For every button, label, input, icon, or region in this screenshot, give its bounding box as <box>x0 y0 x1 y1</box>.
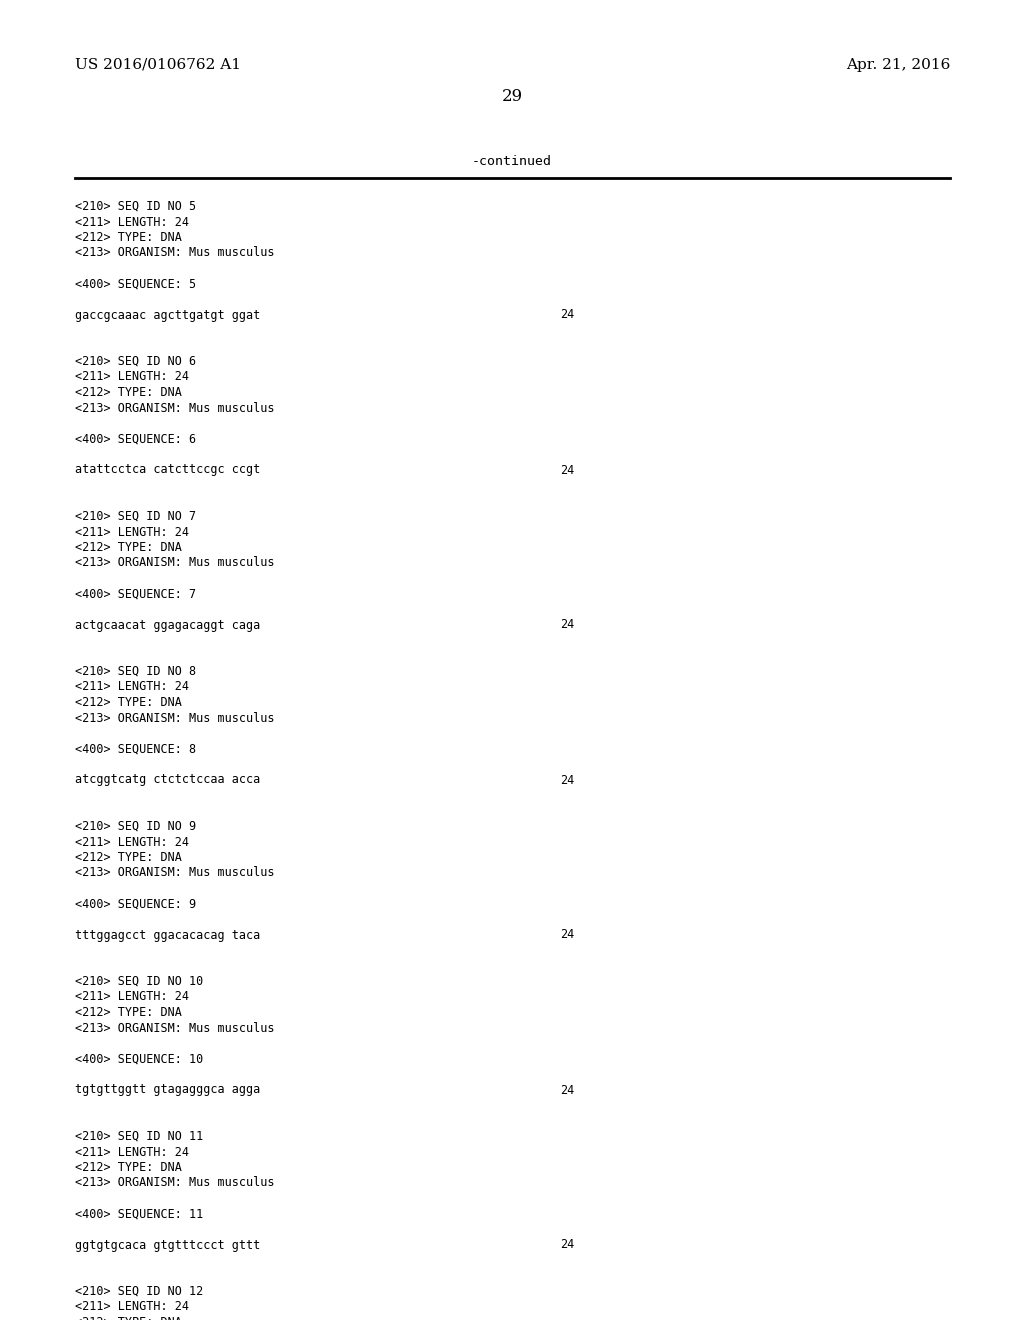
Text: <400> SEQUENCE: 11: <400> SEQUENCE: 11 <box>75 1208 203 1221</box>
Text: <211> LENGTH: 24: <211> LENGTH: 24 <box>75 1300 189 1313</box>
Text: 24: 24 <box>560 309 574 322</box>
Text: 24: 24 <box>560 1084 574 1097</box>
Text: <212> TYPE: DNA: <212> TYPE: DNA <box>75 851 182 865</box>
Text: <212> TYPE: DNA: <212> TYPE: DNA <box>75 1162 182 1173</box>
Text: <400> SEQUENCE: 8: <400> SEQUENCE: 8 <box>75 742 197 755</box>
Text: <210> SEQ ID NO 9: <210> SEQ ID NO 9 <box>75 820 197 833</box>
Text: <212> TYPE: DNA: <212> TYPE: DNA <box>75 385 182 399</box>
Text: <212> TYPE: DNA: <212> TYPE: DNA <box>75 541 182 554</box>
Text: <400> SEQUENCE: 7: <400> SEQUENCE: 7 <box>75 587 197 601</box>
Text: 24: 24 <box>560 928 574 941</box>
Text: <210> SEQ ID NO 8: <210> SEQ ID NO 8 <box>75 665 197 678</box>
Text: <213> ORGANISM: Mus musculus: <213> ORGANISM: Mus musculus <box>75 557 274 569</box>
Text: <213> ORGANISM: Mus musculus: <213> ORGANISM: Mus musculus <box>75 1176 274 1189</box>
Text: <212> TYPE: DNA: <212> TYPE: DNA <box>75 231 182 244</box>
Text: <213> ORGANISM: Mus musculus: <213> ORGANISM: Mus musculus <box>75 711 274 725</box>
Text: tgtgttggtt gtagagggca agga: tgtgttggtt gtagagggca agga <box>75 1084 260 1097</box>
Text: <400> SEQUENCE: 10: <400> SEQUENCE: 10 <box>75 1052 203 1065</box>
Text: Apr. 21, 2016: Apr. 21, 2016 <box>846 58 950 73</box>
Text: <400> SEQUENCE: 6: <400> SEQUENCE: 6 <box>75 433 197 446</box>
Text: -continued: -continued <box>472 154 552 168</box>
Text: <212> TYPE: DNA: <212> TYPE: DNA <box>75 1006 182 1019</box>
Text: <211> LENGTH: 24: <211> LENGTH: 24 <box>75 990 189 1003</box>
Text: 24: 24 <box>560 1238 574 1251</box>
Text: <211> LENGTH: 24: <211> LENGTH: 24 <box>75 681 189 693</box>
Text: tttggagcct ggacacacag taca: tttggagcct ggacacacag taca <box>75 928 260 941</box>
Text: 24: 24 <box>560 774 574 787</box>
Text: ggtgtgcaca gtgtttccct gttt: ggtgtgcaca gtgtttccct gttt <box>75 1238 260 1251</box>
Text: US 2016/0106762 A1: US 2016/0106762 A1 <box>75 58 241 73</box>
Text: <210> SEQ ID NO 12: <210> SEQ ID NO 12 <box>75 1284 203 1298</box>
Text: <210> SEQ ID NO 11: <210> SEQ ID NO 11 <box>75 1130 203 1143</box>
Text: actgcaacat ggagacaggt caga: actgcaacat ggagacaggt caga <box>75 619 260 631</box>
Text: <210> SEQ ID NO 7: <210> SEQ ID NO 7 <box>75 510 197 523</box>
Text: gaccgcaaac agcttgatgt ggat: gaccgcaaac agcttgatgt ggat <box>75 309 260 322</box>
Text: 29: 29 <box>502 88 522 106</box>
Text: <213> ORGANISM: Mus musculus: <213> ORGANISM: Mus musculus <box>75 401 274 414</box>
Text: <400> SEQUENCE: 9: <400> SEQUENCE: 9 <box>75 898 197 911</box>
Text: <211> LENGTH: 24: <211> LENGTH: 24 <box>75 371 189 384</box>
Text: <213> ORGANISM: Mus musculus: <213> ORGANISM: Mus musculus <box>75 247 274 260</box>
Text: <212> TYPE: DNA: <212> TYPE: DNA <box>75 1316 182 1320</box>
Text: 24: 24 <box>560 619 574 631</box>
Text: <211> LENGTH: 24: <211> LENGTH: 24 <box>75 525 189 539</box>
Text: atattcctca catcttccgc ccgt: atattcctca catcttccgc ccgt <box>75 463 260 477</box>
Text: <210> SEQ ID NO 5: <210> SEQ ID NO 5 <box>75 201 197 213</box>
Text: <210> SEQ ID NO 10: <210> SEQ ID NO 10 <box>75 975 203 987</box>
Text: <400> SEQUENCE: 5: <400> SEQUENCE: 5 <box>75 277 197 290</box>
Text: <211> LENGTH: 24: <211> LENGTH: 24 <box>75 1146 189 1159</box>
Text: <212> TYPE: DNA: <212> TYPE: DNA <box>75 696 182 709</box>
Text: 24: 24 <box>560 463 574 477</box>
Text: <213> ORGANISM: Mus musculus: <213> ORGANISM: Mus musculus <box>75 866 274 879</box>
Text: atcggtcatg ctctctccaa acca: atcggtcatg ctctctccaa acca <box>75 774 260 787</box>
Text: <211> LENGTH: 24: <211> LENGTH: 24 <box>75 836 189 849</box>
Text: <210> SEQ ID NO 6: <210> SEQ ID NO 6 <box>75 355 197 368</box>
Text: <213> ORGANISM: Mus musculus: <213> ORGANISM: Mus musculus <box>75 1022 274 1035</box>
Text: <211> LENGTH: 24: <211> LENGTH: 24 <box>75 215 189 228</box>
